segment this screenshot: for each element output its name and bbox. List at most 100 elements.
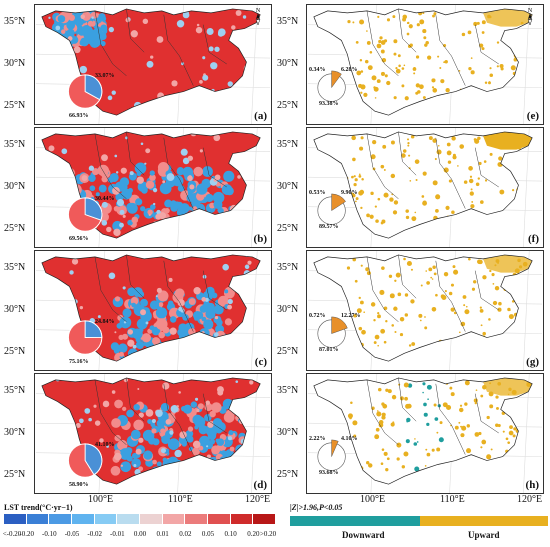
trend-pixel [155,318,168,330]
pie-chart [67,74,103,109]
significant-pixel [481,20,486,25]
downward-label: Downward [342,530,385,540]
trend-pixel [227,81,233,87]
basin-map [35,5,271,124]
significant-pixel [486,467,491,471]
significant-pixel [383,192,389,198]
significant-pixel [470,57,473,60]
significant-pixel [497,162,503,167]
pie-slice-cooling [84,74,103,101]
trend-pixel [253,251,256,254]
pie-label-upward: 4.10% [341,436,358,442]
significant-pixel [393,306,398,311]
significance-map-panel: 2.22% 4.10% 93.68% (h) [306,373,544,494]
trend-pixel [170,200,177,207]
trend-pixel [228,430,234,436]
significant-pixel [451,136,456,141]
significant-pixel [499,189,505,195]
trend-pixel [151,466,163,478]
significant-pixel [370,191,374,196]
trend-pixel [130,297,139,305]
trend-pixel [122,214,126,218]
trend-pixel [205,400,211,405]
trend-pixel [184,464,193,474]
trend-pixel [216,427,222,434]
significant-pixel [516,464,520,468]
significant-pixel [353,434,357,438]
significant-pixel [502,222,505,225]
panel-letter: (e) [526,110,539,122]
significant-pixel [408,24,413,29]
significant-pixel [380,164,385,169]
trend-pixel [98,13,106,21]
trend-pixel [162,457,167,462]
panel-letter: (h) [525,479,539,491]
significant-pixel [419,319,422,322]
trend-pixel [92,168,99,176]
significant-pixel [376,79,381,84]
trend-pixel [203,319,214,330]
significant-pixel [474,138,480,144]
lat-label: 30°N [277,304,299,315]
significant-pixel [499,63,504,68]
lat-label: 30°N [277,58,299,69]
trend-pixel [135,340,144,350]
significant-pixel [415,178,418,181]
legend-tick-label: -0.02 [87,530,102,538]
significant-pixel [410,268,413,271]
trend-pixel [180,406,187,412]
significant-pixel [481,219,485,223]
significant-pixel [509,345,512,348]
significant-pixel [372,139,377,145]
graticule-line [523,374,530,493]
trend-pixel [150,353,155,358]
significant-pixel [424,465,427,467]
significant-pixel [392,15,396,19]
trend-pixel [165,188,171,194]
trend-pixel [182,338,188,344]
pie-slice-upward [331,439,339,457]
significant-pixel [527,326,530,329]
graticule-line [251,128,258,247]
significant-pixel [495,221,498,224]
trend-pixel [64,439,72,446]
legend-color-swatch [185,514,209,524]
significant-pixel [519,299,522,303]
graticule-line [523,251,530,370]
significant-pixel [420,284,423,287]
significant-pixel [354,178,358,182]
significant-pixel [369,214,374,219]
trend-pixel [236,461,248,473]
trend-pixel [190,401,198,408]
trend-pixel [201,297,207,302]
significant-pixel [489,73,494,78]
significant-pixel [433,12,437,16]
trend-pixel [176,405,179,408]
significant-pixel [471,334,475,339]
trend-pixel [55,301,59,305]
significant-pixel [460,321,466,327]
trend-pixel [158,212,166,220]
significant-pixel [511,300,515,303]
significant-pixel [468,166,473,171]
trend-pixel [53,39,62,48]
trend-pixel [107,8,112,12]
trend-pixel [137,388,140,391]
trend-pixel [118,334,124,341]
trend-pixel [249,380,254,385]
trend-pixel [265,283,269,287]
trend-pixel [209,438,216,445]
significant-pixel [359,300,364,305]
significant-pixel [411,216,417,222]
significant-pixel [435,194,441,200]
trend-pixel [35,304,40,311]
significant-pixel [374,434,380,440]
trend-pixel [259,97,261,105]
trend-pixel [149,300,160,310]
north-arrow-icon: N [523,6,537,26]
trend-pixel [251,279,255,283]
significant-pixel [416,23,420,27]
basin-outline [313,377,533,485]
trend-pixel [88,174,96,183]
trend-pixel [205,193,214,203]
